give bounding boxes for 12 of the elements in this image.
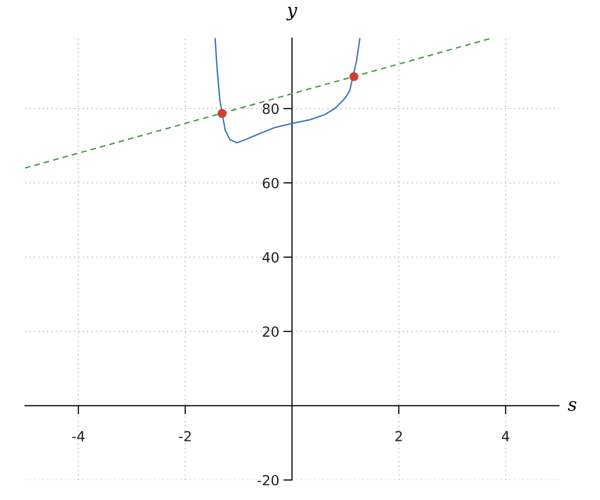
y-tick-label: 20 (262, 326, 279, 337)
y-tick-label: 60 (262, 178, 279, 188)
x-tick-label: 2 (395, 430, 402, 442)
y-tick-label: -20 (257, 474, 279, 486)
line-series (214, 38, 361, 144)
x-tick-label: -2 (178, 430, 191, 442)
x-tick-label: -4 (72, 431, 85, 442)
y-tick-label: 40 (262, 252, 279, 263)
x-axis-title: s (568, 401, 576, 411)
x-tick-label: 4 (502, 431, 510, 442)
y-tick-label: 80 (262, 104, 279, 114)
y-axis-title: y (286, 6, 298, 20)
